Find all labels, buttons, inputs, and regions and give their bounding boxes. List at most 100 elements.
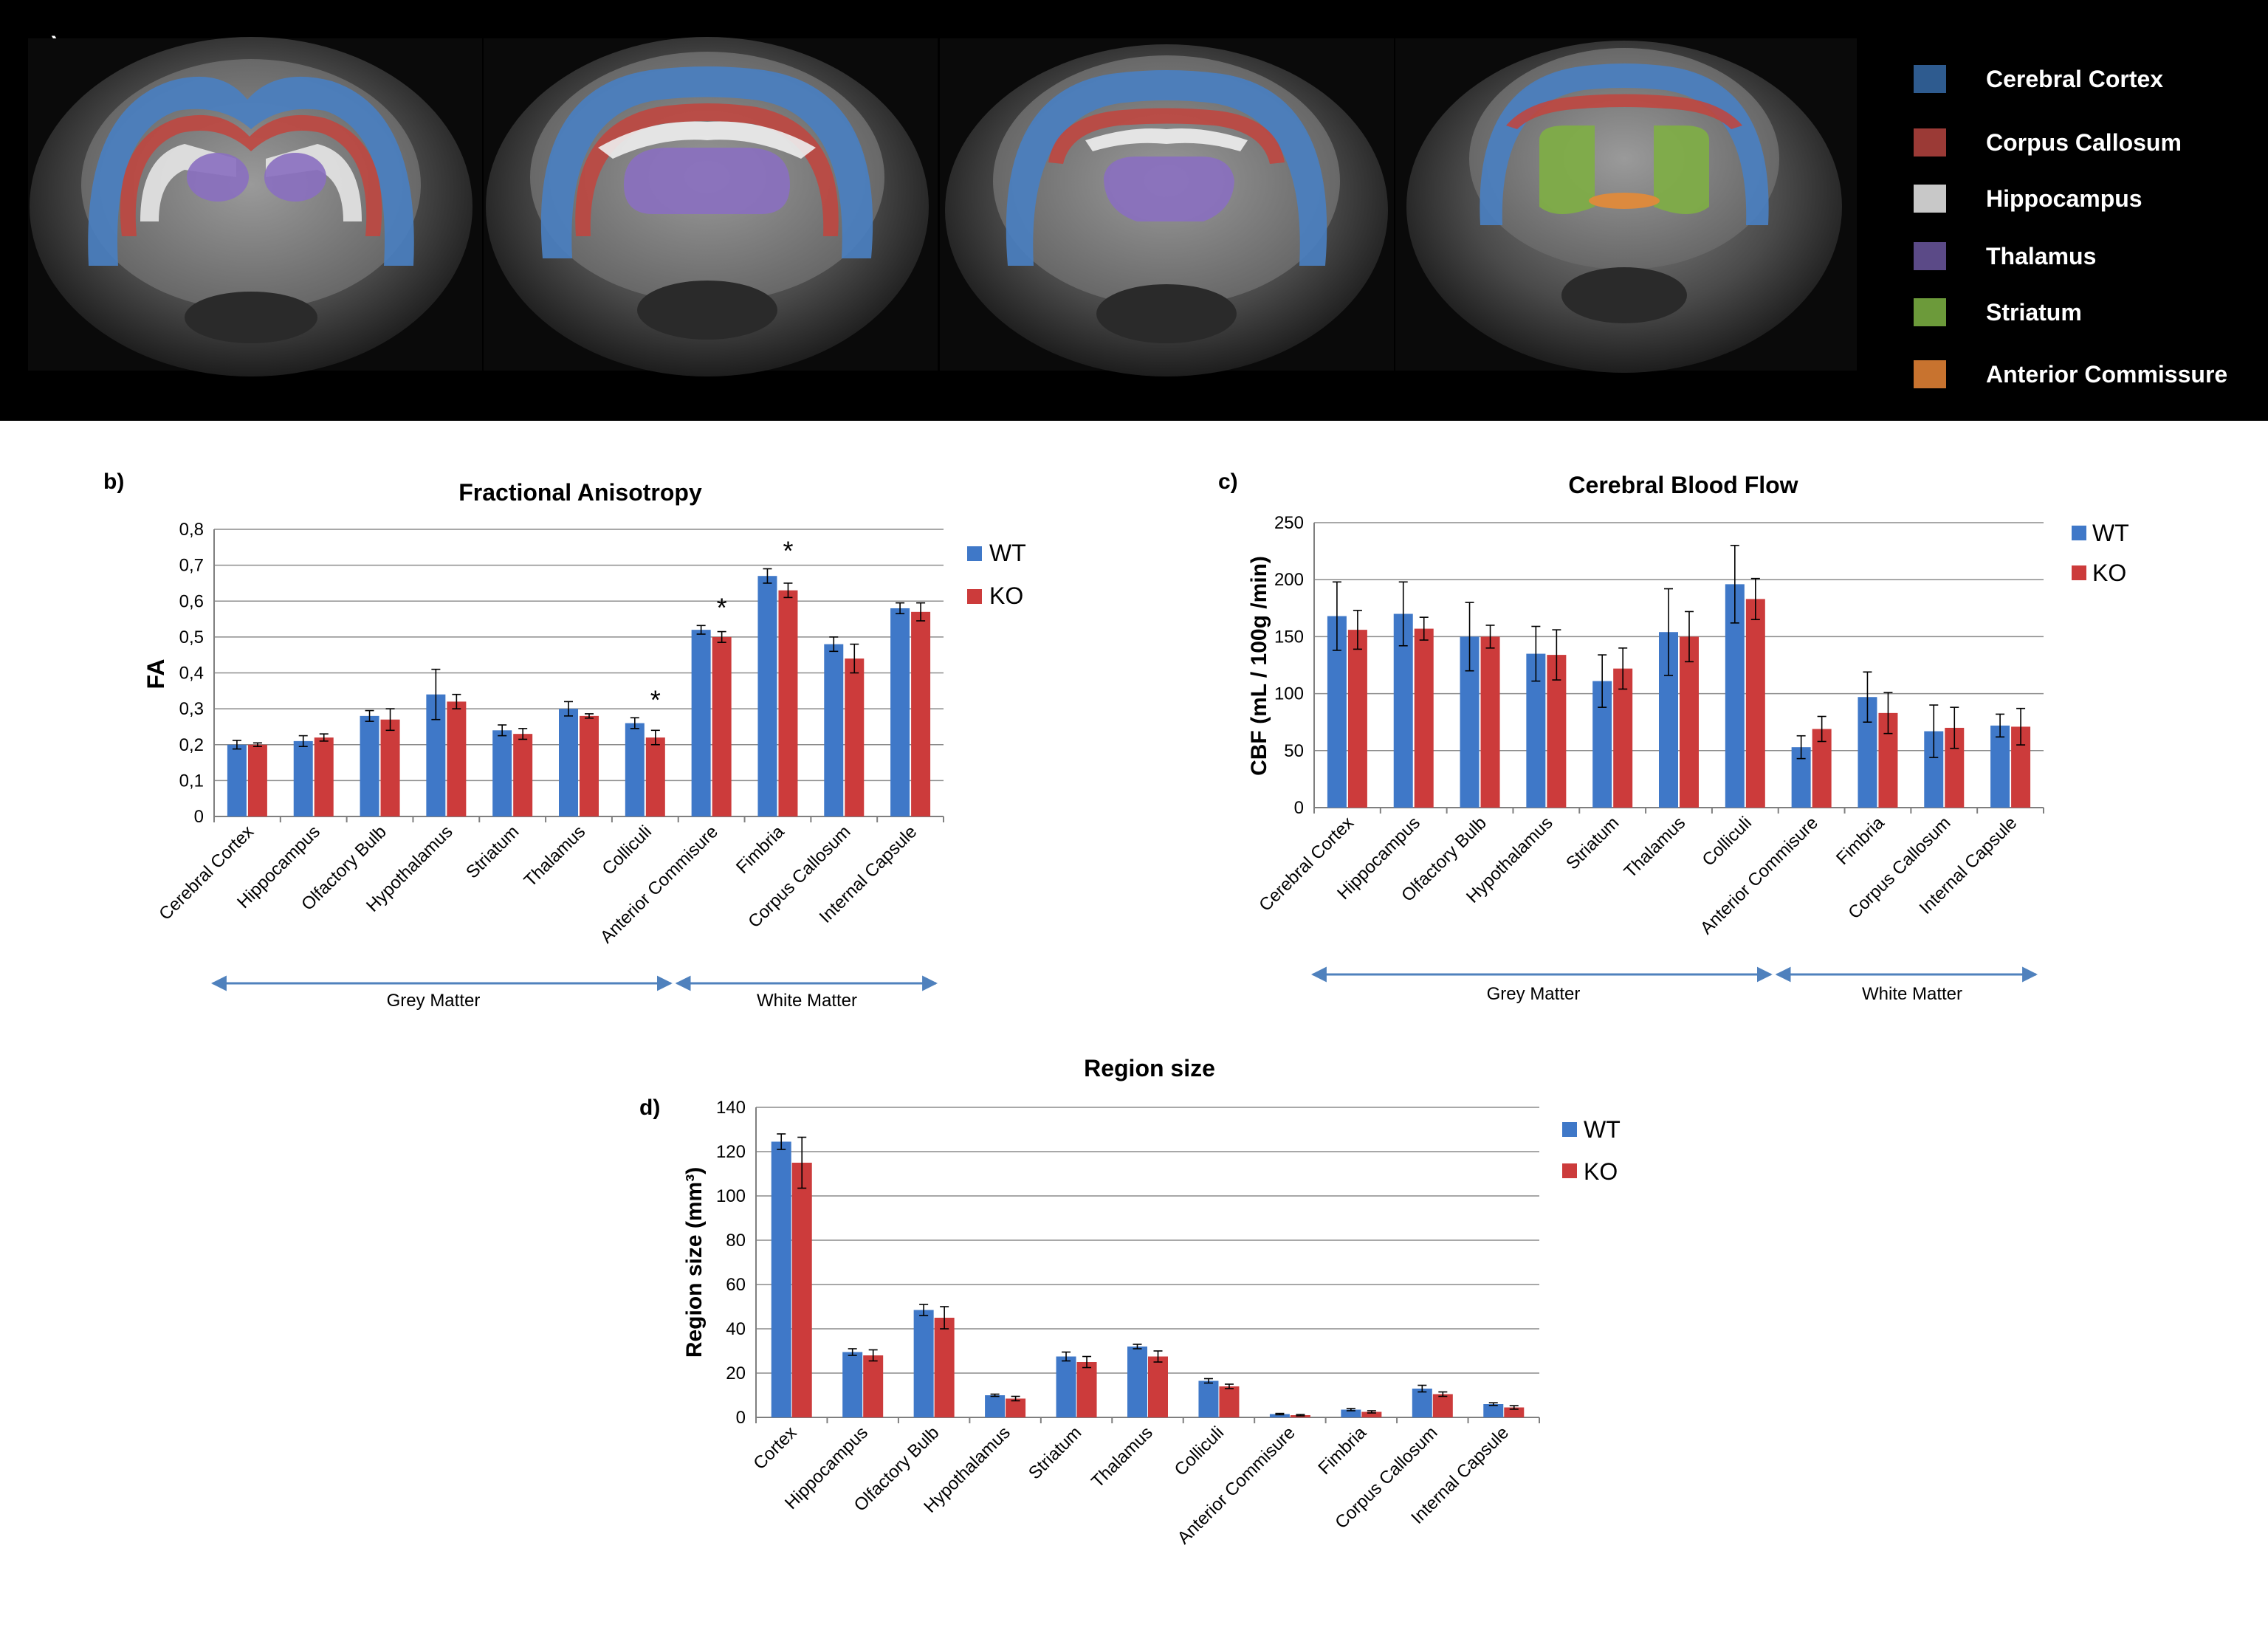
chart-b-errorbar-wt-anterior-commisure <box>696 625 706 635</box>
chart-c-ytick-label: 100 <box>1274 684 1304 704</box>
chart-d-ytick-label: 40 <box>726 1319 746 1339</box>
chart-b-bar-ko-striatum <box>513 734 533 816</box>
chart-c-category-label: Striatum <box>1562 813 1623 873</box>
chart-d-errorbar-wt-olfactory-bulb <box>919 1304 929 1316</box>
chart-b-ytick-label: 0,3 <box>179 699 204 719</box>
mri-slice-4-striatum-left <box>1539 125 1595 214</box>
chart-d-errorbar-wt-hippocampus <box>848 1348 857 1356</box>
chart-b-bar-ko-corpus-callosum <box>845 658 865 816</box>
mri-slice-1-cortex <box>88 76 414 266</box>
chart-c-errorbar-ko-hippocampus <box>1419 616 1429 641</box>
legend-swatch-anterior-commissure <box>1914 360 1946 388</box>
chart-b-errorbar-ko-internal-capsule <box>916 602 926 622</box>
chart-c-ytick-label: 250 <box>1274 513 1304 533</box>
chart-b-errorbar-ko-anterior-commisure <box>717 630 726 643</box>
chart-d-errorbar-ko-thalamus <box>1153 1350 1163 1363</box>
chart-b-errorbar-wt-corpus-callosum <box>829 636 839 653</box>
chart-region-size: d) Region size Region size (mm³) 0 20 40 60… <box>639 1055 1621 1548</box>
legend-swatch-hippocampus <box>1914 185 1946 213</box>
chart-c-errorbar-ko-fimbria <box>1883 692 1893 735</box>
chart-d-errorbar-wt-corpus-callosum <box>1418 1384 1427 1393</box>
chart-b-errorbar-wt-colliculi <box>630 717 639 729</box>
chart-c-bar-ko-colliculi <box>1745 599 1765 808</box>
chart-c-errorbar-wt-internal-capsule <box>1996 713 2005 738</box>
chart-d-legend-ko-swatch <box>1562 1163 1577 1178</box>
chart-d-bar-wt-corpus-callosum <box>1412 1389 1432 1417</box>
chart-b-errorbar-ko-corpus-callosum <box>850 643 859 674</box>
chart-b-bar-wt-thalamus <box>559 709 578 816</box>
mri-slice-4 <box>1395 38 1857 373</box>
chart-b-category-label: Striatum <box>462 822 523 882</box>
legend-swatch-thalamus <box>1914 242 1946 270</box>
chart-d-bar-ko-fimbria <box>1361 1411 1382 1417</box>
chart-d-errorbar-wt-fimbria <box>1346 1408 1355 1411</box>
chart-d-ylabel: Region size (mm³) <box>682 1167 707 1358</box>
chart-b-category-label: Cerebral Cortex <box>155 822 258 924</box>
mri-slice-3-brainstem <box>1096 284 1237 343</box>
chart-d-errorbar-ko-colliculi <box>1224 1383 1234 1389</box>
chart-d-ytick-label: 140 <box>716 1098 746 1118</box>
chart-b-errorbar-wt-olfactory-bulb <box>365 709 374 722</box>
chart-d-legend-wt-swatch <box>1562 1122 1577 1137</box>
chart-c-bar-ko-olfactory-bulb <box>1480 636 1500 808</box>
legend-label-hippocampus: Hippocampus <box>1986 185 2142 212</box>
chart-c-ytick-label: 0 <box>1294 798 1304 818</box>
legend-label-thalamus: Thalamus <box>1986 243 2096 269</box>
mri-slice-4-striatum-right <box>1654 125 1709 214</box>
chart-c-errorbar-wt-colliculi <box>1730 545 1739 624</box>
chart-c-errorbar-ko-colliculi <box>1750 577 1760 621</box>
chart-d-errorbar-ko-anterior-commisure <box>1296 1414 1305 1417</box>
chart-d-errorbar-wt-thalamus <box>1133 1344 1142 1349</box>
chart-c-bar-ko-cerebral-cortex <box>1347 630 1367 808</box>
mri-slice-1-brain <box>81 59 421 310</box>
chart-b-group-white-matter: White Matter <box>757 991 857 1011</box>
chart-fractional-anisotropy: b) Fractional Anisotropy FA 0 0,1 0,2 0,3 0,… <box>103 470 1026 1011</box>
chart-b-legend-wt-swatch <box>967 546 982 561</box>
legend-label-corpus-callosum: Corpus Callosum <box>1986 129 2182 156</box>
mri-slice-4-brainstem <box>1561 267 1687 323</box>
chart-d-bar-ko-striatum <box>1076 1362 1097 1417</box>
chart-b-legend-ko-label: KO <box>989 582 1023 609</box>
chart-b-significance-anterior-commisure: * <box>717 592 727 622</box>
chart-d-bar-wt-thalamus <box>1127 1347 1147 1417</box>
chart-cerebral-blood-flow: c) Cerebral Blood Flow CBF (mL / 100g /m… <box>1218 470 2129 1004</box>
chart-b-errorbar-ko-fimbria <box>783 582 793 599</box>
chart-c-category-label: Colliculi <box>1699 813 1756 870</box>
chart-c-errorbar-wt-thalamus <box>1664 588 1673 676</box>
chart-d-errorbar-ko-hippocampus <box>868 1349 878 1362</box>
chart-d-legend-ko-label: KO <box>1584 1158 1618 1185</box>
chart-c-errorbar-wt-striatum <box>1598 654 1607 708</box>
chart-d-category-label: Anterior Commisure <box>1174 1423 1299 1548</box>
chart-c-errorbar-wt-hypothalamus <box>1531 625 1541 682</box>
chart-d-bar-ko-hippocampus <box>863 1355 884 1417</box>
chart-b-ytick-label: 0,7 <box>179 556 204 576</box>
chart-d-errorbar-wt-colliculi <box>1203 1378 1213 1384</box>
chart-b-ytick-label: 0 <box>194 807 204 827</box>
chart-b-bar-ko-olfactory-bulb <box>380 719 400 816</box>
chart-c-bar-ko-hippocampus <box>1414 628 1434 808</box>
chart-c-bar-ko-striatum <box>1613 668 1633 808</box>
mri-slice-2-hippocampus <box>598 121 816 159</box>
chart-c-bar-wt-internal-capsule <box>1990 725 2010 808</box>
chart-b-ytick-label: 0,1 <box>179 771 204 791</box>
chart-d-errorbar-wt-anterior-commisure <box>1275 1412 1285 1416</box>
chart-b-errorbar-wt-hippocampus <box>298 735 308 747</box>
chart-c-group-white-matter: White Matter <box>1862 984 1962 1004</box>
chart-b-ytick-label: 0,2 <box>179 735 204 755</box>
chart-b-bar-wt-hippocampus <box>293 740 313 816</box>
chart-b-title: Fractional Anisotropy <box>458 479 702 506</box>
chart-d-ytick-label: 60 <box>726 1275 746 1295</box>
chart-b-errorbar-ko-thalamus <box>585 713 594 719</box>
chart-c-errorbar-ko-corpus-callosum <box>1950 706 1959 749</box>
chart-b-bar-ko-hippocampus <box>314 737 334 816</box>
chart-d-bar-ko-thalamus <box>1148 1356 1168 1417</box>
chart-c-errorbar-wt-cerebral-cortex <box>1332 581 1341 651</box>
panel-d-label: d) <box>639 1096 660 1120</box>
chart-d-errorbar-ko-hypothalamus <box>1011 1395 1020 1402</box>
mri-slice-2-brainstem <box>637 281 777 340</box>
chart-b-ytick-label: 0,8 <box>179 520 204 540</box>
chart-b-ytick-label: 0,4 <box>179 664 204 684</box>
chart-c-errorbar-ko-striatum <box>1618 647 1628 690</box>
chart-d-bar-ko-colliculi <box>1219 1386 1240 1417</box>
chart-b-errorbar-wt-hypothalamus <box>431 668 441 721</box>
